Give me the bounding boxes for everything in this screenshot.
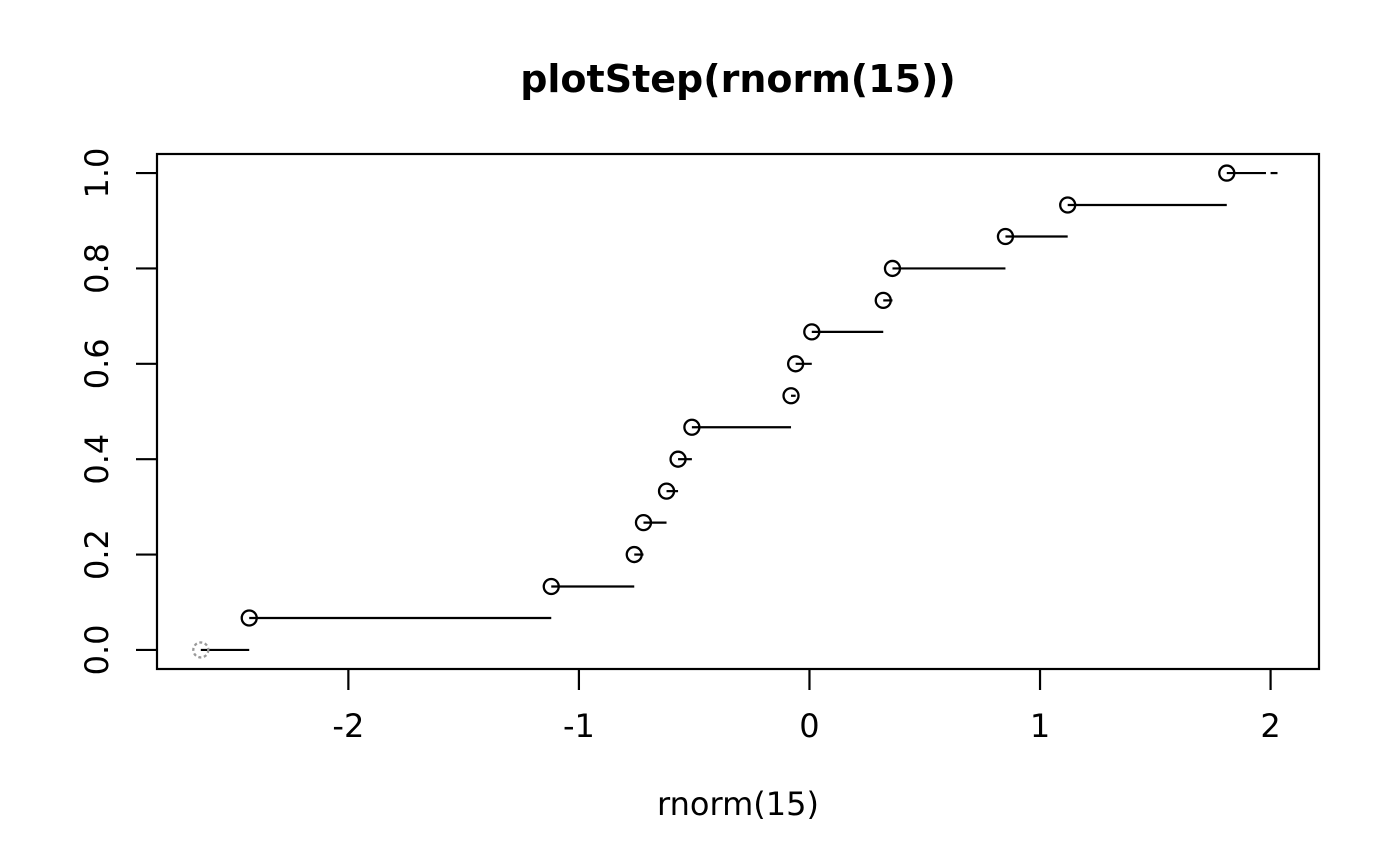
data-point-circle	[625, 545, 643, 564]
x-axis-label: rnorm(15)	[657, 785, 819, 823]
y-tick-label: 1.0	[78, 148, 116, 199]
data-point-circle	[874, 291, 892, 310]
y-tick-label: 0.0	[78, 624, 116, 675]
data-point-circle	[683, 418, 701, 436]
data-point-circle	[634, 513, 653, 532]
chart-title: plotStep(rnorm(15))	[520, 57, 956, 101]
y-tick-label: 0.2	[78, 529, 116, 580]
data-point-circle	[542, 577, 560, 596]
x-tick-label: 0	[799, 707, 819, 745]
data-point-circle	[782, 387, 800, 405]
data-point-circle-first-dashed	[192, 641, 210, 659]
data-point-circle	[1059, 196, 1077, 214]
plot-border	[155, 152, 1321, 671]
x-tick-label: -2	[332, 707, 364, 745]
data-point-circle	[669, 450, 687, 468]
y-tick-label: 0.6	[78, 338, 116, 389]
x-tick-label: -1	[563, 707, 595, 745]
data-point-circle	[1218, 164, 1236, 182]
data-point-circle	[996, 227, 1015, 246]
x-tick-label: 2	[1260, 707, 1280, 745]
data-point-circle	[240, 609, 258, 627]
data-point-circle	[883, 259, 902, 278]
y-tick-label: 0.4	[78, 434, 116, 485]
data-point-circle	[786, 355, 805, 373]
x-tick-label: 1	[1030, 707, 1050, 745]
y-tick-label: 0.8	[78, 243, 116, 294]
data-point-circle	[803, 323, 821, 341]
data-point-circle	[657, 482, 676, 500]
